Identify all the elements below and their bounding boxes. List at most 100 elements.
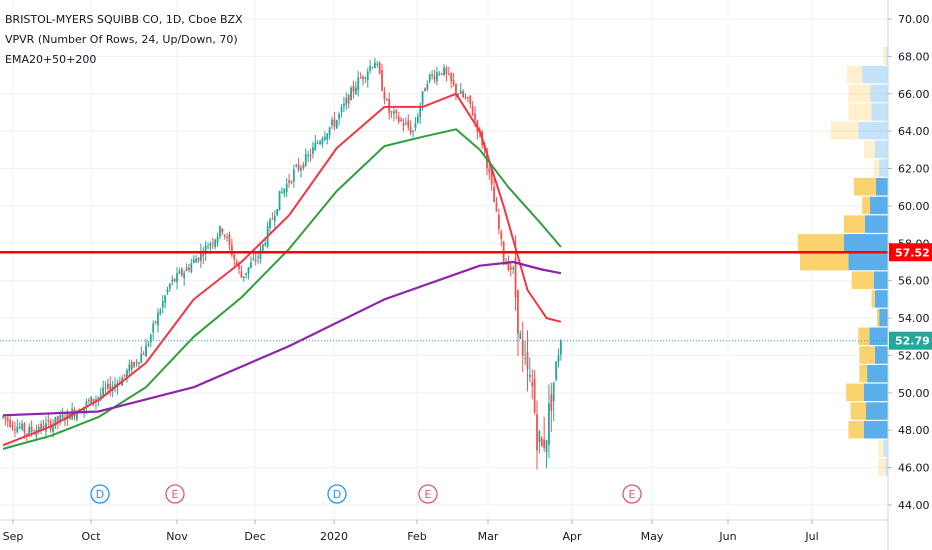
candle-body xyxy=(40,423,43,431)
vp-bar-up xyxy=(869,196,888,215)
earnings-marker[interactable]: E xyxy=(622,484,642,504)
candle-body xyxy=(290,181,293,183)
candle-body xyxy=(533,378,536,413)
candles xyxy=(2,58,562,470)
candle-body xyxy=(254,259,257,261)
y-tick-label: 50.00 xyxy=(898,387,930,400)
candle-body xyxy=(343,103,345,107)
earnings-marker[interactable]: E xyxy=(418,484,438,504)
candle-body xyxy=(168,283,171,289)
candle-body xyxy=(309,154,312,156)
candle-body xyxy=(333,118,336,127)
candle-body xyxy=(364,77,367,79)
candle-body xyxy=(99,394,102,397)
vp-bar-up xyxy=(874,140,888,159)
candle-body xyxy=(85,401,88,407)
candle-body xyxy=(171,279,174,282)
candle-body xyxy=(378,62,381,74)
vp-bar-up xyxy=(863,383,888,402)
candle-body xyxy=(374,62,376,69)
candle-body xyxy=(25,433,28,435)
legend-symbol[interactable]: BRISTOL-MYERS SQUIBB CO, 1D, Cboe BZX xyxy=(5,13,243,26)
candle-body xyxy=(443,67,445,76)
price-lines xyxy=(0,251,888,342)
y-tick-label: 56.00 xyxy=(898,275,930,288)
legend-ema[interactable]: EMA20+50+200 xyxy=(5,53,97,66)
candle-body xyxy=(59,415,62,422)
vp-bar-down xyxy=(858,327,870,346)
vp-bar-up xyxy=(870,84,888,103)
candle-body xyxy=(288,180,290,183)
candle-body xyxy=(147,343,150,346)
vp-bar-up xyxy=(858,121,888,140)
vp-bar-down xyxy=(848,420,864,439)
candle-body xyxy=(505,263,507,265)
candle-body xyxy=(211,243,214,245)
earnings-marker[interactable]: E xyxy=(165,484,185,504)
volume-profile xyxy=(797,47,888,476)
price-label: 52.79 xyxy=(895,335,930,348)
legend: BRISTOL-MYERS SQUIBB CO, 1D, Cboe BZX VP… xyxy=(5,10,243,70)
vp-bar-down xyxy=(850,402,866,420)
candle-body xyxy=(6,417,9,422)
candle-body xyxy=(345,97,348,105)
dividend-marker[interactable]: D xyxy=(90,484,110,504)
candle-body xyxy=(214,239,217,247)
candle-body xyxy=(371,67,374,69)
candle-body xyxy=(178,271,181,274)
candle-body xyxy=(183,273,186,279)
candle-body xyxy=(531,382,534,387)
candle-body xyxy=(106,383,109,389)
candle-body xyxy=(514,257,517,298)
candle-body xyxy=(159,310,162,315)
candle-body xyxy=(276,209,279,216)
dividend-marker[interactable]: D xyxy=(327,484,347,504)
vp-bar-down xyxy=(863,140,875,159)
x-tick-label: Sep xyxy=(3,530,24,543)
vp-bar-up xyxy=(885,458,888,476)
price-label-bg xyxy=(889,331,932,350)
candle-body xyxy=(543,439,546,449)
vp-bar-up xyxy=(873,271,888,289)
candle-body xyxy=(304,154,307,166)
x-tick-label: May xyxy=(641,530,664,543)
candle-body xyxy=(207,247,209,249)
candle-body xyxy=(199,251,202,261)
candle-body xyxy=(257,256,259,258)
candle-body xyxy=(114,384,116,387)
candle-body xyxy=(9,420,12,427)
candle-body xyxy=(164,295,167,303)
candle-body xyxy=(302,164,305,168)
candle-body xyxy=(188,267,190,271)
candle-body xyxy=(517,290,519,334)
candle-body xyxy=(390,111,393,113)
candle-body xyxy=(97,397,100,400)
candle-body xyxy=(350,87,352,101)
vp-bar-up xyxy=(883,439,888,458)
event-circle xyxy=(622,484,642,504)
candle-body xyxy=(42,425,45,430)
y-tick-label: 54.00 xyxy=(898,312,930,325)
vp-bar-down xyxy=(859,346,875,364)
candle-body xyxy=(369,66,372,71)
ema20-line xyxy=(2,92,562,447)
candle-body xyxy=(509,266,512,270)
candle-body xyxy=(204,245,207,255)
vp-bar-up xyxy=(879,159,888,177)
ema200-line xyxy=(2,260,562,417)
candle-body xyxy=(283,188,286,194)
vp-bar-up xyxy=(864,215,888,233)
candle-body xyxy=(450,72,453,82)
candle-body xyxy=(21,423,23,430)
candle-body xyxy=(137,362,140,364)
candle-body xyxy=(11,425,14,427)
candle-body xyxy=(524,358,526,360)
vp-bar-up xyxy=(844,234,888,252)
vp-bar-up xyxy=(863,420,888,439)
candle-body xyxy=(252,258,255,260)
vp-bar-down xyxy=(846,383,864,402)
legend-vpvr[interactable]: VPVR (Number Of Rows, 24, Up/Down, 70) xyxy=(5,33,238,46)
